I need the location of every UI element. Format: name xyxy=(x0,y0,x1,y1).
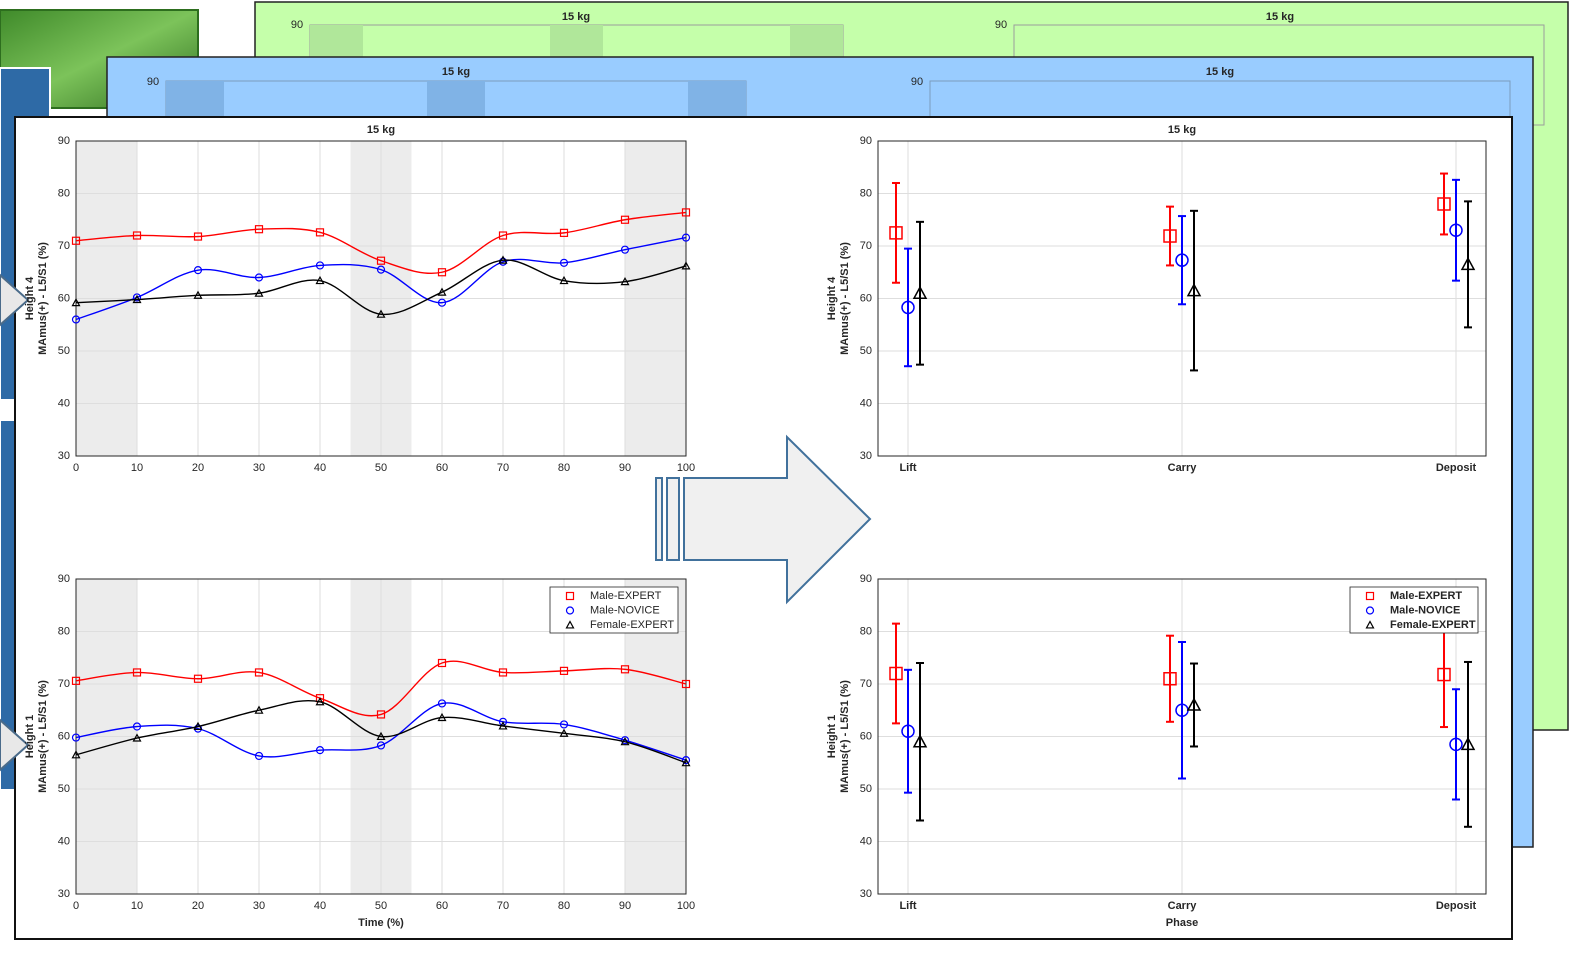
panel-title: 15 kg xyxy=(442,66,470,78)
x-axis-label: Phase xyxy=(1166,917,1198,929)
x-tick-label: Carry xyxy=(1168,900,1198,912)
panel-tick: 90 xyxy=(911,76,923,88)
panel-tick: 90 xyxy=(995,19,1007,31)
page: {"background_panels":[ {"titles":["15 kg… xyxy=(0,0,1590,952)
y-axis-label: MAmus(+) - L5/S1 (%) xyxy=(37,680,49,793)
y-axis-label: MAmus(+) - L5/S1 (%) xyxy=(839,242,851,355)
legend-label: Female-EXPERT xyxy=(590,619,674,631)
y-tick-label: 50 xyxy=(58,783,70,795)
x-tick-label: 30 xyxy=(253,900,265,912)
chart: Lift Carry Deposit 30 40 50 60 70 80 90 15 kg Heigh… xyxy=(826,124,1486,474)
panel-title: 15 kg xyxy=(1266,11,1294,23)
y-tick-label: 60 xyxy=(58,292,70,304)
x-tick-label: 50 xyxy=(375,900,387,912)
x-tick-label: 10 xyxy=(131,462,143,474)
y-axis-group-label: Height 1 xyxy=(826,715,838,758)
y-tick-label: 70 xyxy=(58,240,70,252)
y-tick-label: 40 xyxy=(58,835,70,847)
chart: Lift Carry Deposit 30 40 50 60 70 80 90 Phase Heigh… xyxy=(826,573,1486,929)
x-tick-label: 0 xyxy=(73,900,79,912)
x-tick-label: Deposit xyxy=(1436,900,1477,912)
y-axis-label: MAmus(+) - L5/S1 (%) xyxy=(839,680,851,793)
y-tick-label: 90 xyxy=(58,573,70,585)
y-tick-label: 40 xyxy=(860,835,872,847)
y-tick-label: 60 xyxy=(860,730,872,742)
x-tick-label: 60 xyxy=(436,462,448,474)
chart-title: 15 kg xyxy=(367,124,395,136)
legend-label: Female-EXPERT xyxy=(1390,619,1476,631)
chart: 0 10 20 30 40 50 60 70 80 90 100 30 40 50 60 70 80 90 Time… xyxy=(24,573,695,929)
x-tick-label: Lift xyxy=(899,900,916,912)
panel-tick: 90 xyxy=(291,19,303,31)
y-axis-group-label: Height 1 xyxy=(24,715,36,758)
y-tick-label: 90 xyxy=(58,135,70,147)
panel-tick: 90 xyxy=(147,76,159,88)
x-tick-label: 70 xyxy=(497,462,509,474)
figure: 15 kg 15 kg 90 90 15 kg 15 kg 90 90 0 10 2… xyxy=(0,0,1590,952)
y-tick-label: 80 xyxy=(860,187,872,199)
chart: 0 10 20 30 40 50 60 70 80 90 100 30 40 50 60 70 80 90 15 k… xyxy=(24,124,695,474)
y-tick-label: 90 xyxy=(860,135,872,147)
y-tick-label: 90 xyxy=(860,573,872,585)
x-tick-label: 20 xyxy=(192,462,204,474)
x-tick-label: Deposit xyxy=(1436,462,1477,474)
x-tick-label: 30 xyxy=(253,462,265,474)
chart-title: 15 kg xyxy=(1168,124,1196,136)
legend-label: Male-NOVICE xyxy=(590,604,660,616)
x-tick-label: 40 xyxy=(314,900,326,912)
x-tick-label: 80 xyxy=(558,462,570,474)
x-tick-label: 10 xyxy=(131,900,143,912)
y-tick-label: 50 xyxy=(860,345,872,357)
y-tick-label: 50 xyxy=(860,783,872,795)
y-tick-label: 70 xyxy=(860,240,872,252)
x-tick-label: 90 xyxy=(619,462,631,474)
y-tick-label: 30 xyxy=(58,450,70,462)
legend-label: Male-NOVICE xyxy=(1390,604,1460,616)
x-tick-label: 20 xyxy=(192,900,204,912)
y-tick-label: 80 xyxy=(58,625,70,637)
y-tick-label: 40 xyxy=(860,397,872,409)
y-tick-label: 60 xyxy=(860,292,872,304)
y-tick-label: 80 xyxy=(860,625,872,637)
x-tick-label: 80 xyxy=(558,900,570,912)
y-tick-label: 30 xyxy=(860,888,872,900)
y-tick-label: 30 xyxy=(58,888,70,900)
legend-label: Male-EXPERT xyxy=(590,590,662,602)
y-tick-label: 50 xyxy=(58,345,70,357)
x-tick-label: Lift xyxy=(899,462,916,474)
x-tick-label: 0 xyxy=(73,462,79,474)
y-tick-label: 80 xyxy=(58,187,70,199)
y-axis-label: MAmus(+) - L5/S1 (%) xyxy=(37,242,49,355)
x-tick-label: 70 xyxy=(497,900,509,912)
y-tick-label: 60 xyxy=(58,730,70,742)
x-tick-label: Carry xyxy=(1168,462,1198,474)
legend-label: Male-EXPERT xyxy=(1390,590,1462,602)
panel-title: 15 kg xyxy=(562,11,590,23)
y-tick-label: 70 xyxy=(860,678,872,690)
x-tick-label: 90 xyxy=(619,900,631,912)
y-tick-label: 30 xyxy=(860,450,872,462)
x-tick-label: 60 xyxy=(436,900,448,912)
y-axis-group-label: Height 4 xyxy=(826,276,838,320)
x-tick-label: 50 xyxy=(375,462,387,474)
x-axis-label: Time (%) xyxy=(358,917,404,929)
y-tick-label: 40 xyxy=(58,397,70,409)
x-tick-label: 100 xyxy=(677,462,695,474)
y-axis-group-label: Height 4 xyxy=(24,276,36,320)
panel-title: 15 kg xyxy=(1206,66,1234,78)
x-tick-label: 100 xyxy=(677,900,695,912)
x-tick-label: 40 xyxy=(314,462,326,474)
y-tick-label: 70 xyxy=(58,678,70,690)
